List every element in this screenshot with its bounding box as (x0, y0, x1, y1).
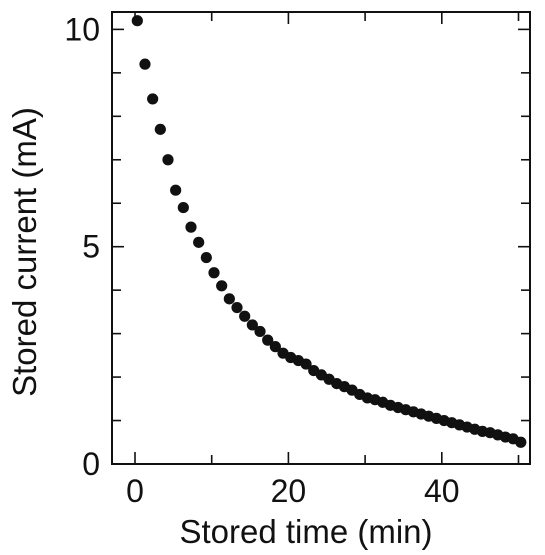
tick-labels: 0 20 40 0 5 10 (64, 11, 459, 509)
data-point (154, 123, 166, 135)
data-point (239, 310, 251, 322)
data-points (131, 15, 527, 448)
data-point (200, 251, 212, 264)
data-point (147, 93, 159, 105)
data-point (177, 201, 189, 214)
data-point (300, 358, 312, 370)
x-tick-label: 20 (271, 473, 307, 509)
data-point (162, 154, 174, 166)
data-point (262, 334, 274, 346)
data-point (170, 184, 182, 196)
y-tick-label: 5 (82, 229, 100, 265)
data-point (216, 280, 228, 292)
data-point (515, 436, 527, 448)
data-point (231, 301, 243, 314)
y-axis-label: Stored current (mA) (6, 107, 43, 397)
plot-frame (111, 11, 531, 465)
data-point (246, 319, 258, 331)
x-tick-label: 40 (424, 473, 460, 509)
data-point (185, 221, 197, 233)
data-point (254, 325, 266, 338)
data-point (223, 293, 235, 305)
x-tick-label: 0 (126, 473, 144, 509)
axis-ticks (112, 12, 530, 465)
y-tick-label: 10 (64, 11, 100, 47)
data-point (131, 15, 143, 27)
data-point (269, 341, 281, 353)
data-point (208, 267, 220, 279)
data-point (139, 58, 151, 70)
x-axis-label: Stored time (min) (179, 513, 432, 550)
y-tick-label: 0 (82, 446, 100, 482)
data-point (193, 236, 205, 248)
